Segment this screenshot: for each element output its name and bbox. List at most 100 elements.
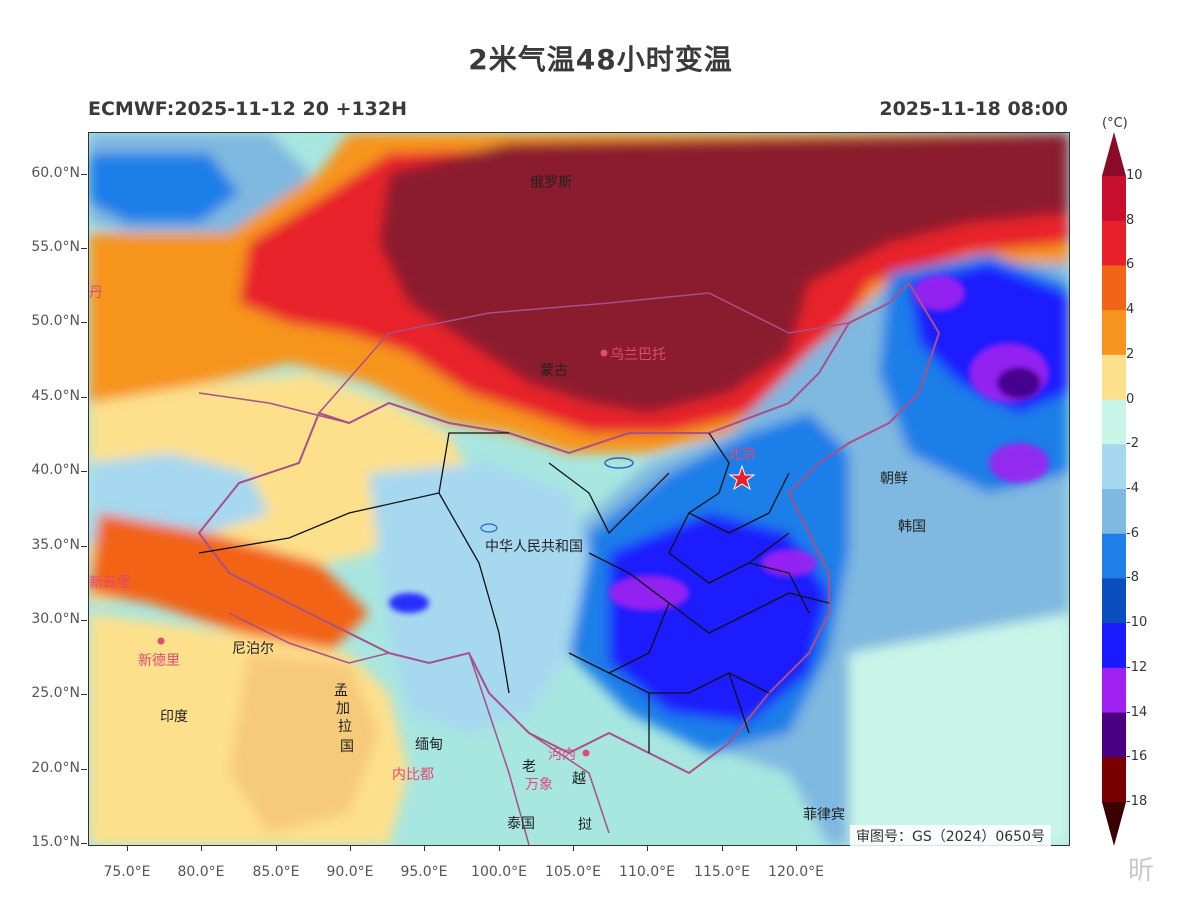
lake [604, 457, 634, 469]
label-laos-1: 老 [522, 759, 536, 775]
lon-tick [127, 845, 128, 851]
colorbar-label: -18 [1126, 794, 1148, 809]
label-thailand: 泰国 [507, 816, 535, 832]
label-new-delhi: 新德里 [138, 653, 180, 669]
model-run-label: ECMWF:2025-11-12 20 +132H [88, 98, 408, 120]
label-bangladesh-2: 加 [336, 701, 350, 717]
label-philippines: 菲律宾 [803, 807, 845, 823]
colorbar-cell [1102, 399, 1126, 445]
colorbar-label: -16 [1126, 749, 1148, 765]
label-bangladesh-4: 国 [340, 739, 354, 755]
label-bangladesh-1: 孟 [334, 683, 348, 699]
lon-label: 85.0°E [252, 864, 300, 880]
colorbar-cell [1102, 265, 1126, 311]
country-borders [198, 292, 850, 845]
label-edge-2: 新云堡 [89, 575, 131, 591]
lake [480, 523, 498, 533]
colorbar-unit: (°C) [1102, 116, 1128, 131]
colorbar-label: -6 [1126, 525, 1139, 541]
label-edge-1: 丹 [89, 285, 103, 301]
lon-tick [350, 845, 351, 851]
lat-label: 35.0°N [0, 537, 87, 553]
label-vietnam: 越 [572, 771, 586, 787]
lon-tick [796, 845, 797, 851]
colorbar-cell [1102, 667, 1126, 714]
colorbar-bottom-arrow [1102, 802, 1126, 846]
colorbar-label: -14 [1126, 704, 1148, 720]
colorbar-label: -2 [1126, 436, 1139, 452]
lon-tick [722, 845, 723, 851]
colorbar-cell [1102, 444, 1126, 490]
watermark-text: 昕 [1128, 856, 1155, 886]
colorbar-cell [1102, 712, 1126, 758]
lon-label: 110.0°E [619, 864, 675, 880]
label-vientiane: 万象 [525, 777, 553, 793]
hanoi-dot [582, 749, 590, 757]
label-russia: 俄罗斯 [530, 175, 572, 191]
label-hanoi: 河内 [548, 747, 576, 763]
colorbar-cell [1102, 533, 1126, 579]
lon-tick [201, 845, 202, 851]
lon-tick [276, 845, 277, 851]
label-nepal: 尼泊尔 [232, 641, 274, 657]
approval-number: 审图号：GS（2024）0650号 [850, 825, 1051, 847]
lon-label: 120.0°E [768, 864, 824, 880]
colorbar [1102, 132, 1126, 846]
label-north-korea: 朝鲜 [880, 471, 908, 487]
label-laos-2: 挝 [578, 817, 592, 833]
china-border [197, 281, 941, 775]
colorbar-label: -10 [1126, 615, 1148, 631]
lat-label: 20.0°N [0, 760, 87, 776]
colorbar-cell [1102, 489, 1126, 535]
colorbar-label: 10 [1126, 168, 1143, 183]
lon-tick [573, 845, 574, 851]
colorbar-cell [1102, 578, 1126, 624]
colorbar-cell [1102, 354, 1126, 401]
label-naypyidaw: 内比都 [392, 767, 434, 783]
label-myanmar: 缅甸 [415, 737, 443, 753]
colorbar-label: -12 [1126, 659, 1148, 675]
colorbar-cell [1102, 757, 1126, 803]
lat-label: 45.0°N [0, 388, 87, 404]
colorbar-label: 2 [1126, 346, 1135, 362]
lat-label: 30.0°N [0, 611, 87, 627]
colorbar-label: -8 [1126, 570, 1139, 586]
label-india: 印度 [160, 709, 188, 725]
lon-tick [424, 845, 425, 851]
label-south-korea: 韩国 [898, 519, 926, 535]
colorbar-label: 6 [1126, 257, 1135, 273]
lon-label: 95.0°E [400, 864, 448, 880]
lon-label: 90.0°E [326, 864, 374, 880]
colorbar-label: 0 [1126, 391, 1135, 407]
lon-label: 75.0°E [103, 864, 151, 880]
new-delhi-dot [157, 637, 165, 645]
lat-label: 60.0°N [0, 165, 87, 181]
label-ulaanbaatar: 乌兰巴托 [610, 347, 666, 363]
lat-label: 15.0°N [0, 834, 87, 850]
valid-time-label: 2025-11-18 08:00 [879, 98, 1068, 120]
cold-core-field [389, 275, 1049, 613]
temperature-change-map [88, 132, 1070, 846]
lon-label: 105.0°E [545, 864, 601, 880]
map-canvas [89, 133, 1069, 845]
colorbar-cell [1102, 176, 1126, 222]
lat-label: 50.0°N [0, 313, 87, 329]
colorbar-top-arrow [1102, 132, 1126, 176]
lon-label: 80.0°E [177, 864, 225, 880]
label-mongolia: 蒙古 [540, 363, 568, 379]
colorbar-cell [1102, 623, 1126, 669]
lat-label: 40.0°N [0, 462, 87, 478]
lon-tick [647, 845, 648, 851]
lat-label: 25.0°N [0, 685, 87, 701]
beijing-star-icon [728, 464, 756, 491]
label-china: 中华人民共和国 [485, 539, 583, 555]
lon-label: 115.0°E [694, 864, 750, 880]
colorbar-label: 4 [1126, 302, 1135, 318]
colorbar-cell [1102, 310, 1126, 356]
label-beijing: 北京 [728, 447, 756, 463]
colorbar-cells [1102, 176, 1126, 803]
lon-tick [499, 845, 500, 851]
lat-label: 55.0°N [0, 239, 87, 255]
label-bangladesh-3: 拉 [338, 719, 352, 735]
colorbar-label: 8 [1126, 212, 1135, 228]
